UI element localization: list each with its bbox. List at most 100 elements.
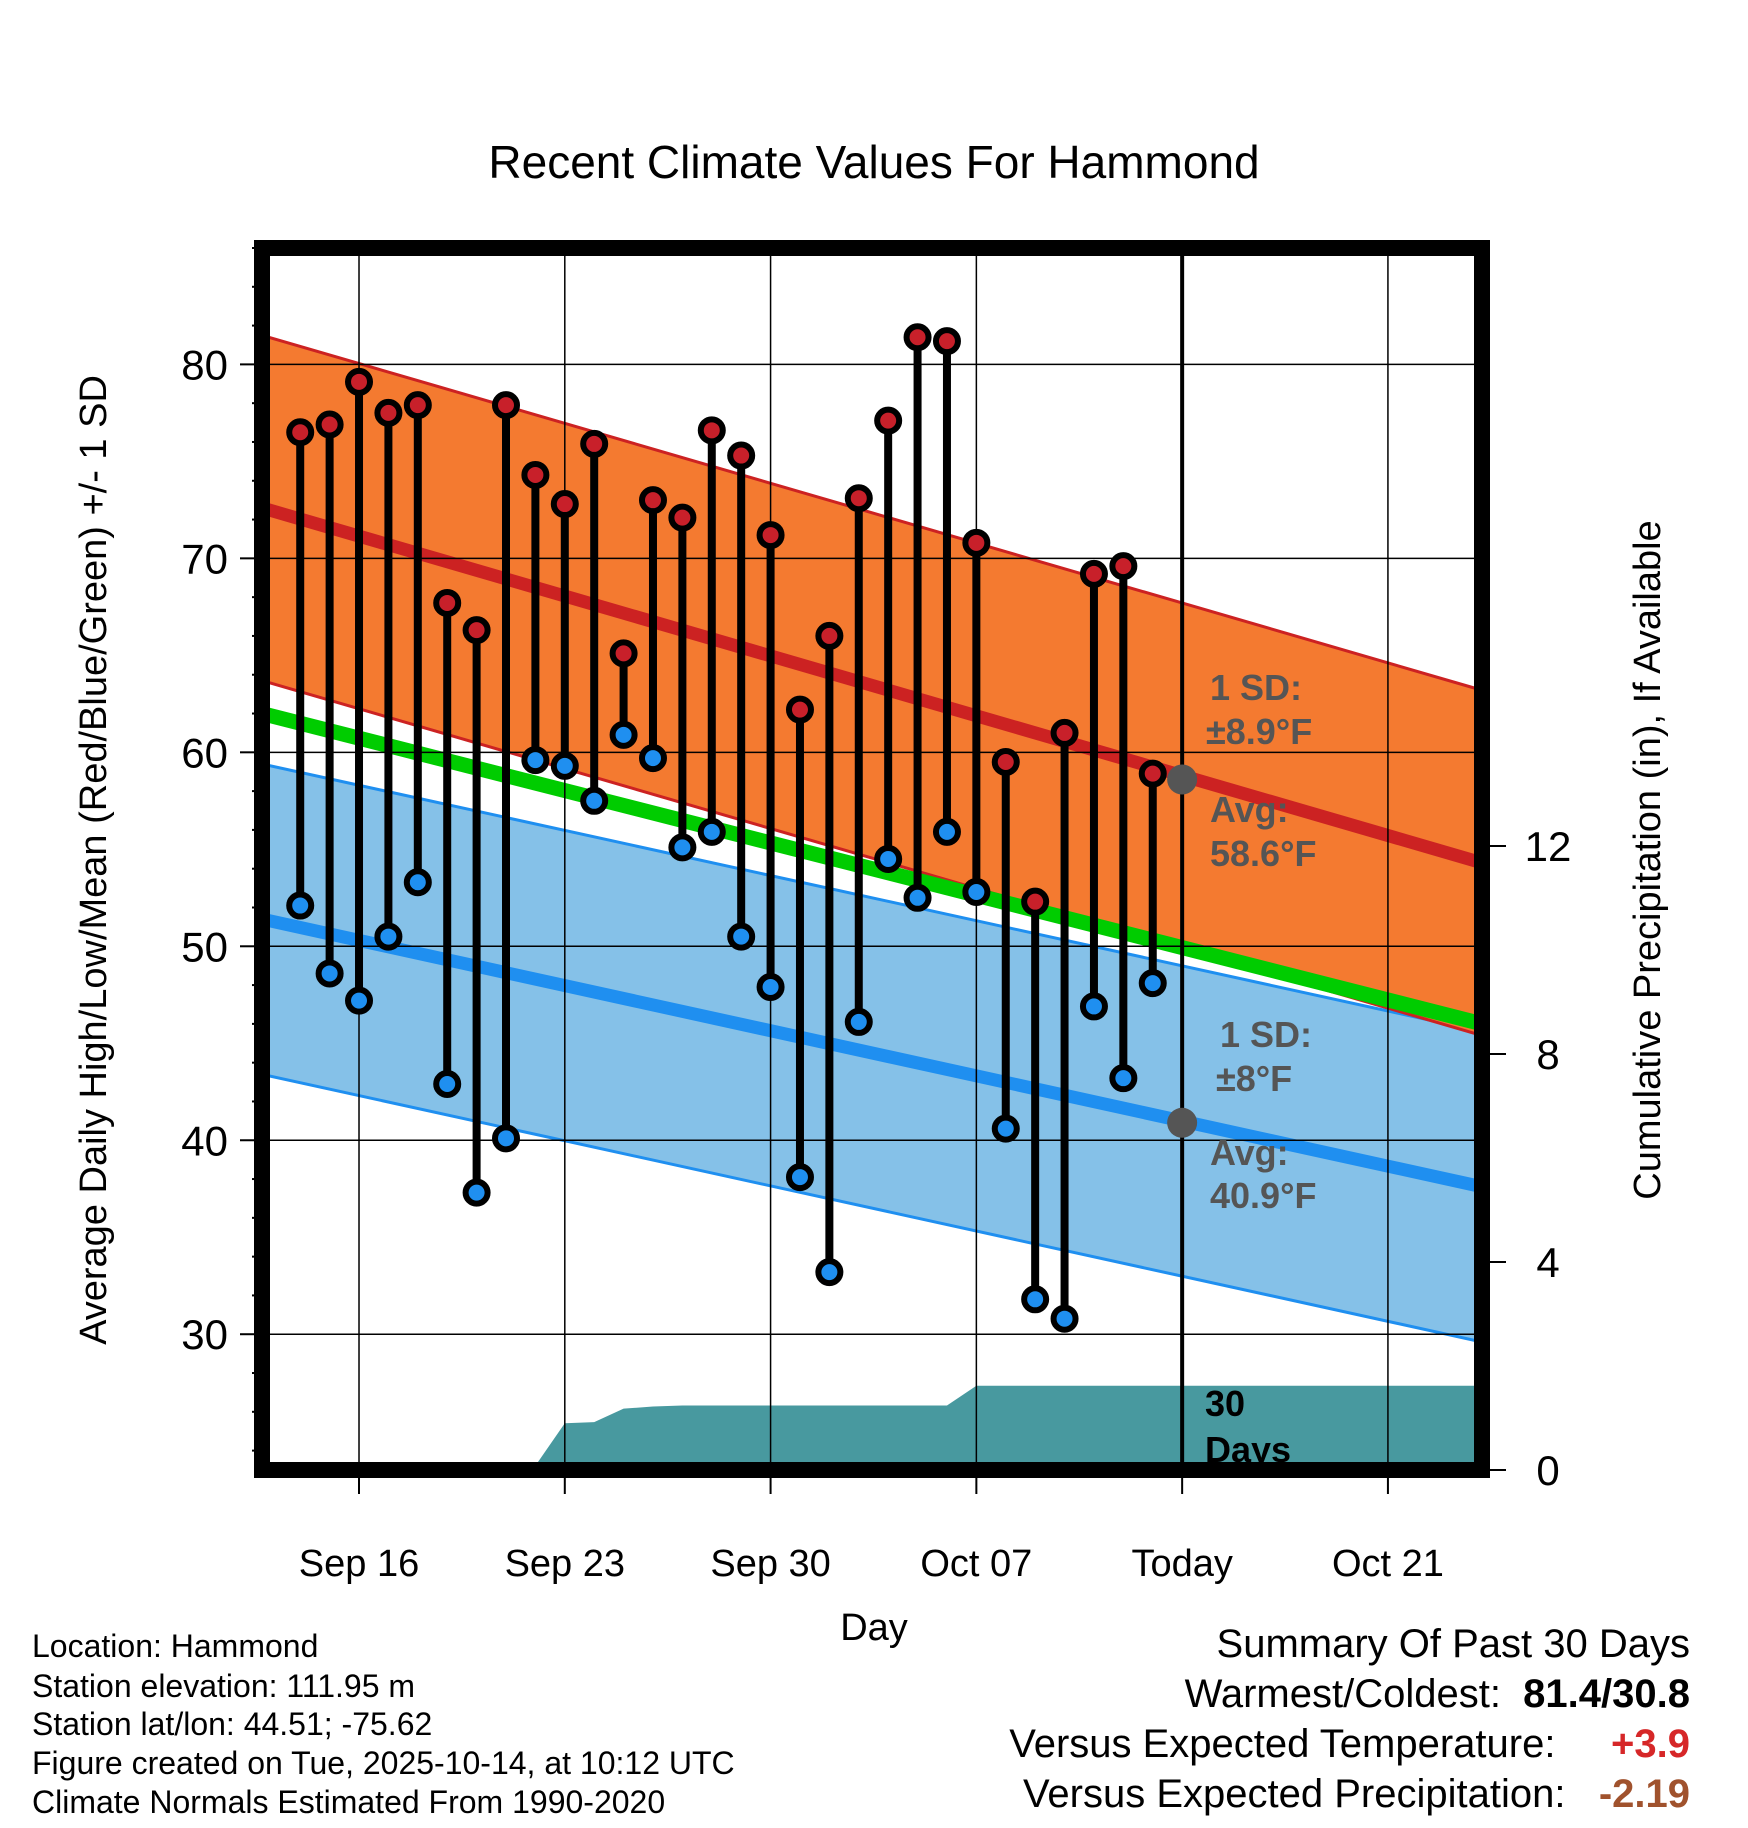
low-sd-label: 1 SD: (1220, 1014, 1312, 1055)
x-tick-label: Oct 07 (920, 1543, 1032, 1585)
normal-high-line (262, 501, 1482, 870)
normal-high-band-top-edge (262, 333, 1482, 692)
high-point (433, 588, 462, 617)
low-sd-value: ±8°F (1216, 1058, 1292, 1099)
summary-temp-row: Versus Expected Temperature: +3.9 (1009, 1722, 1690, 1767)
y-tick-label: 70 (181, 535, 228, 582)
low-point (785, 1163, 814, 1192)
low-point (580, 786, 609, 815)
chart-title: Recent Climate Values For Hammond (488, 136, 1259, 188)
low-point (638, 744, 667, 773)
low-point (315, 959, 344, 988)
footer-normals: Climate Normals Estimated From 1990-2020 (32, 1784, 666, 1820)
summary-precip-value: -2.19 (1598, 1772, 1690, 1816)
summary-warm-cold-row: Warmest/Coldest: 81.4/30.8 (1185, 1672, 1690, 1717)
low-point (844, 1007, 873, 1036)
y-tick-label: 60 (181, 729, 228, 776)
y2-tick-label: 4 (1536, 1239, 1559, 1286)
high-point (521, 460, 550, 489)
normal-low-line (262, 912, 1482, 1194)
low-point (345, 986, 374, 1015)
low-avg-value: 40.9°F (1210, 1175, 1316, 1216)
low-point (1079, 992, 1108, 1021)
footer-latlon: Station lat/lon: 44.51; -75.62 (32, 1706, 433, 1742)
summary-title: Summary Of Past 30 Days (1216, 1622, 1690, 1666)
low-point (874, 845, 903, 873)
high-point (903, 323, 932, 352)
low-point (932, 817, 961, 846)
low-point (668, 833, 697, 862)
y-tick-label: 80 (181, 341, 228, 388)
high-point (492, 391, 520, 420)
high-point (1109, 552, 1138, 581)
x-axis-label: Day (840, 1607, 908, 1649)
normal-mean-line (262, 706, 1482, 1032)
low-point (374, 922, 403, 951)
low-point (286, 891, 315, 920)
high-point (462, 616, 491, 645)
high-point (374, 398, 403, 427)
low-point (903, 883, 932, 912)
today-low-avg-marker (1167, 1107, 1198, 1138)
low-point (1021, 1285, 1050, 1314)
axes: 30 40 50 60 70 80 0 4 8 12 Sep 16 Sep 23 Sep 30 Oct 0… (181, 247, 1572, 1585)
low-point (756, 973, 785, 1002)
low-point (991, 1114, 1020, 1143)
low-point (815, 1258, 844, 1287)
high-point (874, 406, 903, 435)
low-point (1050, 1304, 1079, 1333)
high-point (315, 410, 344, 439)
high-point (286, 418, 315, 447)
summary-warm-cold-value: 81.4/30.8 (1523, 1672, 1690, 1716)
high-point (727, 441, 756, 470)
precipitation-area (262, 1385, 1482, 1470)
summary-temp-value: +3.9 (1611, 1722, 1690, 1766)
high-point (609, 639, 638, 668)
normal-low-band-top-edge (262, 762, 1482, 1034)
high-point (638, 486, 667, 515)
high-point (1138, 759, 1167, 788)
low-point (521, 746, 550, 775)
high-sd-label: 1 SD: (1210, 667, 1302, 708)
summary-temp-label: Versus Expected Temperature: (1009, 1722, 1556, 1766)
footer-location: Location: Hammond (32, 1628, 319, 1664)
high-point (697, 416, 726, 445)
low-point (433, 1070, 462, 1099)
high-point (668, 503, 697, 532)
high-point (785, 695, 814, 724)
low-point (492, 1124, 520, 1153)
low-point (962, 877, 991, 906)
x-tick-label: Sep 23 (505, 1543, 625, 1585)
high-avg-value: 58.6°F (1210, 833, 1316, 874)
x-tick-label: Sep 16 (299, 1543, 419, 1585)
low-avg-label: Avg: (1210, 1132, 1289, 1173)
low-point (609, 720, 638, 749)
y2-tick-label: 12 (1525, 823, 1572, 870)
high-point (815, 621, 844, 650)
high-point (756, 521, 785, 550)
daily-range-stems (296, 337, 1157, 1319)
x-tick-label: Oct 21 (1332, 1543, 1444, 1585)
y2-axis-label: Cumulative Precipitation (in), If Availa… (1627, 520, 1669, 1199)
y-tick-label: 50 (181, 923, 228, 970)
low-point (462, 1178, 491, 1207)
high-point (991, 748, 1020, 777)
low-point (1109, 1064, 1138, 1093)
high-avg-label: Avg: (1210, 789, 1289, 830)
high-point (580, 429, 609, 458)
footer-created: Figure created on Tue, 2025-10-14, at 10… (32, 1745, 735, 1781)
plot-frame (254, 240, 1490, 1478)
y-tick-label: 30 (181, 1311, 228, 1358)
low-point (403, 868, 432, 897)
y-axis-label: Average Daily High/Low/Mean (Red/Blue/Gr… (73, 375, 115, 1345)
high-sd-value: ±8.9°F (1206, 711, 1312, 752)
low-point (697, 817, 726, 846)
precip-cumulative-area (262, 1385, 1482, 1470)
normal-low-band-bottom-edge (262, 1072, 1482, 1344)
summary-precip-row: Versus Expected Precipitation: -2.19 (1023, 1772, 1690, 1817)
high-point (1021, 887, 1050, 916)
high-point (345, 367, 374, 396)
high-point (550, 490, 579, 519)
high-point (844, 484, 873, 513)
high-point (403, 391, 432, 420)
